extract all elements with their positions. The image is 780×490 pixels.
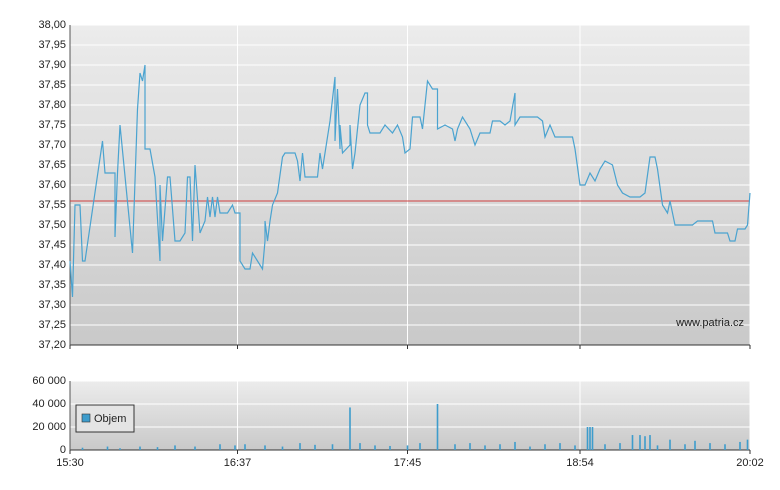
- volume-bar: [544, 444, 546, 450]
- x-tick-label: 17:45: [394, 457, 422, 469]
- volume-bar: [694, 440, 696, 450]
- volume-bar: [359, 443, 361, 450]
- y-tick-label: 37,95: [38, 39, 66, 51]
- y-tick-label: 37,80: [38, 99, 66, 111]
- volume-bar: [484, 445, 486, 450]
- volume-bar: [746, 439, 749, 450]
- y-tick-label: 37,30: [38, 299, 66, 311]
- y-tick-label: 37,35: [38, 279, 66, 291]
- volume-bar: [619, 443, 621, 450]
- y-tick-label: 37,45: [38, 239, 66, 251]
- legend-label: Objem: [94, 413, 126, 425]
- y-tick-label: 37,60: [38, 179, 66, 191]
- volume-bar: [639, 435, 641, 450]
- volume-bar: [244, 444, 246, 450]
- volume-bar: [656, 445, 659, 450]
- volume-bar: [374, 445, 376, 450]
- y-tick-label: 37,90: [38, 59, 66, 71]
- y-tick-label: 37,85: [38, 79, 66, 91]
- volume-bar: [81, 447, 84, 450]
- volume-bar: [499, 444, 501, 450]
- volume-bar: [559, 443, 561, 450]
- volume-bar: [419, 443, 421, 450]
- legend: Objem: [75, 404, 135, 433]
- x-tick-label: 18:54: [566, 457, 594, 469]
- volume-bar: [589, 427, 591, 450]
- y-tick-label: 37,50: [38, 219, 66, 231]
- chart-layer: 37,20 37,25 37,30 37,35 37,40 37,45 37,50 37,55…: [32, 19, 763, 469]
- volume-plot-area: [70, 381, 750, 450]
- volume-bar: [389, 445, 391, 450]
- y-tick-label: 37,75: [38, 119, 66, 131]
- volume-bar: [574, 445, 576, 450]
- volume-bar: [281, 446, 284, 450]
- y-tick-label: 20 000: [32, 421, 66, 433]
- y-tick-label: 37,55: [38, 199, 66, 211]
- volume-bar: [644, 436, 646, 450]
- volume-bar: [406, 445, 409, 450]
- y-tick-label: 37,40: [38, 259, 66, 271]
- y-tick-label: 38,00: [38, 19, 66, 31]
- volume-bar: [139, 446, 141, 450]
- x-tick-label: 20:02: [736, 457, 764, 469]
- volume-bar: [106, 446, 109, 450]
- y-tick-label: 60 000: [32, 375, 66, 387]
- volume-bar: [529, 446, 531, 450]
- y-tick-label: 40 000: [32, 398, 66, 410]
- volume-bar: [669, 439, 671, 450]
- volume-bar: [219, 444, 221, 450]
- volume-bar: [436, 404, 439, 450]
- volume-bar: [724, 444, 726, 450]
- volume-bar: [649, 435, 651, 450]
- volume-bar: [299, 443, 301, 450]
- volume-bar: [314, 444, 316, 450]
- y-tick-label: 37,65: [38, 159, 66, 171]
- y-tick-label: 37,25: [38, 319, 66, 331]
- volume-bar: [469, 443, 471, 450]
- volume-bar: [349, 407, 351, 450]
- volume-bar: [631, 435, 634, 450]
- y-tick-label: 0: [60, 444, 66, 456]
- volume-bar: [234, 445, 236, 450]
- y-tick-label: 37,20: [38, 339, 66, 351]
- volume-bar: [119, 448, 121, 450]
- volume-bar: [194, 446, 196, 450]
- x-tick-label: 15:30: [56, 457, 84, 469]
- volume-bar: [709, 443, 711, 450]
- volume-bar: [586, 427, 589, 450]
- price-line: [69, 64, 751, 298]
- watermark: www.patria.cz: [675, 317, 744, 329]
- volume-bar: [514, 441, 516, 450]
- legend-swatch: [81, 413, 91, 423]
- volume-bar: [604, 444, 606, 450]
- volume-bar: [174, 445, 176, 450]
- volume-bar: [454, 444, 456, 450]
- y-tick-label: 37,70: [38, 139, 66, 151]
- volume-bar: [331, 444, 334, 450]
- volume-bar: [684, 444, 686, 450]
- volume-bar: [264, 445, 266, 450]
- volume-bar: [156, 447, 159, 450]
- volume-bar: [591, 427, 594, 450]
- x-tick-label: 16:37: [224, 457, 252, 469]
- volume-bar: [739, 441, 741, 450]
